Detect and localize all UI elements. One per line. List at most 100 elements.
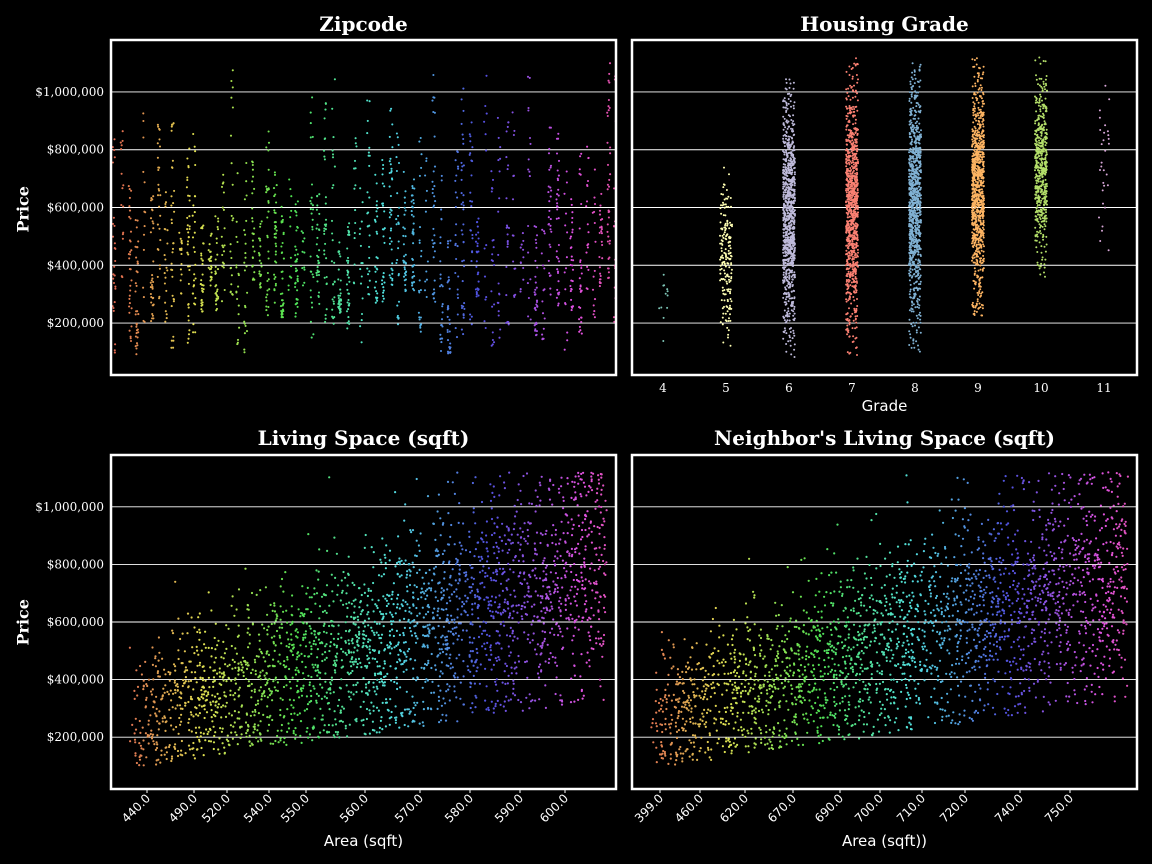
data-point xyxy=(730,300,733,303)
data-point xyxy=(787,300,790,303)
data-point xyxy=(202,242,205,245)
data-point xyxy=(787,207,790,210)
data-point xyxy=(374,301,377,304)
data-point xyxy=(592,304,595,307)
data-point xyxy=(916,300,918,302)
data-point xyxy=(720,256,723,259)
data-point xyxy=(783,145,786,148)
data-point xyxy=(791,235,794,238)
data-point xyxy=(258,254,261,257)
data-point xyxy=(129,337,132,340)
data-point xyxy=(787,249,790,252)
data-point xyxy=(484,133,487,136)
data-point xyxy=(849,180,852,183)
data-point xyxy=(152,195,155,198)
data-point xyxy=(598,213,602,216)
data-point xyxy=(529,278,532,281)
data-point xyxy=(355,145,358,148)
data-point xyxy=(974,127,977,130)
data-point xyxy=(729,313,731,316)
data-point xyxy=(134,313,137,316)
data-point xyxy=(490,290,493,293)
data-point xyxy=(412,222,415,225)
data-point xyxy=(549,195,552,198)
data-point xyxy=(142,136,145,139)
data-point xyxy=(910,191,912,194)
data-point xyxy=(412,228,415,231)
data-point xyxy=(440,341,443,344)
data-point xyxy=(187,253,190,256)
data-point xyxy=(143,181,146,184)
data-point xyxy=(339,288,342,291)
data-point xyxy=(315,274,318,277)
data-point xyxy=(448,347,451,350)
data-point xyxy=(720,267,723,270)
data-point xyxy=(543,317,546,320)
data-point xyxy=(919,109,922,112)
data-point xyxy=(288,178,291,181)
data-point xyxy=(151,314,154,317)
data-point xyxy=(728,278,730,281)
data-point xyxy=(609,146,612,149)
data-point xyxy=(570,279,573,282)
data-point xyxy=(727,245,730,247)
data-point xyxy=(979,117,982,119)
data-point xyxy=(572,259,575,262)
data-point xyxy=(856,144,859,147)
data-point xyxy=(547,216,550,219)
data-point xyxy=(549,224,552,227)
data-point xyxy=(366,119,369,122)
data-point xyxy=(420,153,423,156)
data-point xyxy=(722,193,724,196)
data-point xyxy=(374,173,377,176)
data-point xyxy=(564,302,567,305)
data-point xyxy=(338,305,341,308)
data-point xyxy=(199,283,202,286)
data-point xyxy=(368,256,371,259)
data-point xyxy=(491,259,494,263)
data-point xyxy=(850,111,853,114)
data-point xyxy=(498,170,501,173)
data-point xyxy=(114,285,117,288)
data-point xyxy=(359,244,362,247)
data-point xyxy=(855,173,858,176)
data-point xyxy=(449,351,452,354)
data-point xyxy=(911,62,914,65)
data-point xyxy=(729,240,732,243)
data-point xyxy=(507,323,510,326)
data-point xyxy=(499,328,502,331)
data-point xyxy=(243,320,246,323)
data-point xyxy=(917,91,920,94)
data-point xyxy=(911,173,914,176)
data-point xyxy=(909,283,912,286)
data-point xyxy=(854,213,857,216)
data-point xyxy=(851,171,854,174)
data-point xyxy=(172,346,175,349)
data-point xyxy=(129,253,132,256)
data-point xyxy=(909,83,912,86)
data-point xyxy=(563,348,566,351)
data-point xyxy=(914,236,917,239)
data-point xyxy=(916,224,919,227)
data-point xyxy=(785,206,788,209)
data-point xyxy=(793,167,795,170)
data-point xyxy=(484,104,487,108)
data-point xyxy=(979,217,982,220)
data-point xyxy=(259,286,262,289)
data-point xyxy=(789,152,792,155)
data-point xyxy=(484,326,487,330)
data-point xyxy=(848,321,851,324)
data-point xyxy=(855,152,858,155)
data-point xyxy=(728,227,731,230)
data-point xyxy=(402,234,405,237)
data-point xyxy=(789,115,791,118)
data-point xyxy=(909,288,912,291)
data-point xyxy=(723,299,726,302)
data-point xyxy=(165,289,168,292)
data-point xyxy=(210,255,213,258)
data-point xyxy=(381,167,385,170)
data-point xyxy=(383,210,386,213)
data-point xyxy=(854,256,856,259)
data-point xyxy=(470,159,473,162)
